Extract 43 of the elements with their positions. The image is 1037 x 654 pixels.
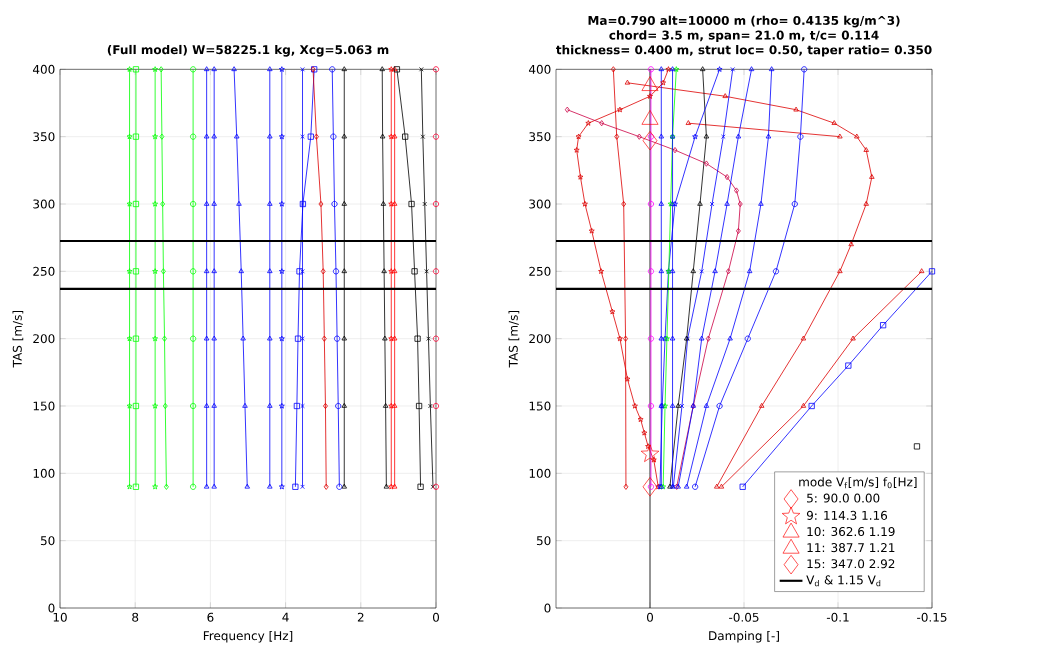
y-tick-label: 50 bbox=[40, 536, 55, 546]
x-tick-label: 0 bbox=[432, 612, 440, 622]
x-axis-title: Damping [-] bbox=[709, 630, 779, 643]
legend-label: 15: 347.0 2.92 bbox=[807, 559, 895, 569]
legend-label: 5: 90.0 0.00 bbox=[807, 493, 880, 503]
x-tick-label: 4 bbox=[282, 612, 289, 622]
y-axis-title: TAS [m/s] bbox=[12, 311, 24, 368]
x-tick-label: 0 bbox=[646, 612, 654, 622]
x-tick-label: 10 bbox=[53, 612, 67, 622]
x-axis-title: Frequency [Hz] bbox=[203, 630, 293, 643]
y-tick-label: 0 bbox=[48, 603, 55, 613]
y-tick-label: 300 bbox=[529, 199, 551, 209]
y-tick-label: 50 bbox=[536, 536, 551, 546]
chart-subtitle: chord= 3.5 m, span= 21.0 m, t/c= 0.114 bbox=[609, 30, 879, 42]
y-tick-label: 250 bbox=[33, 266, 55, 276]
y-tick-label: 300 bbox=[33, 199, 55, 209]
x-tick-label: 2 bbox=[357, 612, 364, 622]
x-tick-label: -0.1 bbox=[826, 612, 849, 622]
y-tick-label: 0 bbox=[544, 603, 551, 613]
chart-title: (Full model) W=58225.1 kg, Xcg=5.063 m bbox=[107, 44, 389, 57]
y-tick-label: 350 bbox=[33, 132, 55, 142]
y-tick-label: 400 bbox=[32, 64, 55, 74]
legend-label: 9: 114.3 1.16 bbox=[806, 510, 888, 520]
x-tick-label: 6 bbox=[207, 612, 214, 622]
legend-label: 10: 362.6 1.19 bbox=[807, 526, 895, 537]
legend-label: V$_{d}$ & 1.15 V$_{d}$ bbox=[806, 575, 881, 587]
x-tick-label: 8 bbox=[132, 612, 139, 622]
y-tick-label: 150 bbox=[529, 401, 551, 411]
legend-title: mode V$_{f}$[m/s] f$_{0}$[Hz] bbox=[799, 477, 917, 489]
text: thickness= 0.400 m, strut loc= 0.50, taper ratio= 0.350 bbox=[556, 45, 932, 57]
y-tick-label: 250 bbox=[529, 266, 551, 276]
x-tick-label: -0.05 bbox=[729, 612, 759, 622]
chart-title: Ma=0.790 alt=10000 m (rho= 0.4135 kg/m^3) bbox=[588, 15, 900, 28]
legend-label: 11: 387.7 1.21 bbox=[807, 543, 895, 553]
y-tick-label: 400 bbox=[528, 64, 551, 74]
y-tick-label: 350 bbox=[529, 132, 551, 142]
y-tick-label: 200 bbox=[33, 334, 55, 344]
y-tick-label: 100 bbox=[33, 468, 55, 478]
x-tick-label: -0.15 bbox=[917, 612, 947, 622]
y-axis-title: TAS [m/s] bbox=[508, 311, 520, 368]
y-tick-label: 150 bbox=[33, 401, 55, 411]
y-tick-label: 200 bbox=[529, 334, 551, 344]
y-tick-label: 100 bbox=[529, 468, 551, 478]
